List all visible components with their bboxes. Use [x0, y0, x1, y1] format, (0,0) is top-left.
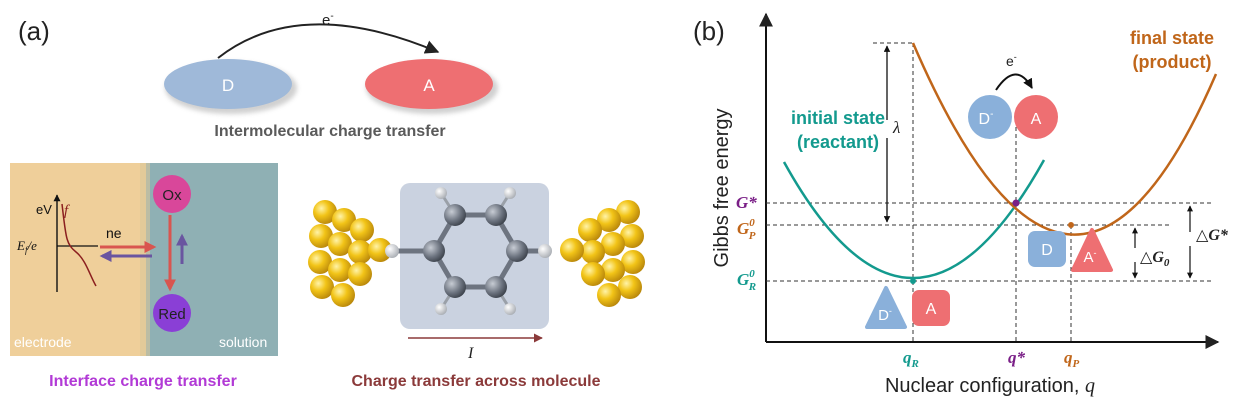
molecule-caption: Charge transfer across molecule [352, 373, 601, 390]
x-axis-label: Nuclear configuration, q [885, 375, 1095, 397]
top-donor-label: D- [979, 109, 994, 128]
reactant-pair: D- A [865, 286, 950, 329]
gp0-label: G0 P [737, 217, 756, 242]
transition-pair: D- A e- [968, 52, 1058, 139]
electrode-label: electrode [14, 334, 72, 350]
initial-state-label: initial state (reactant) [791, 108, 885, 152]
red-label: Red [158, 306, 186, 323]
delta-g0-label: △G0 [1140, 249, 1170, 269]
product-pair: D A- [1028, 228, 1113, 272]
gr0-label: G0 R [737, 268, 756, 293]
benzene-dithiol-molecule [385, 187, 552, 315]
qr-label: qR [903, 348, 919, 370]
left-donor-label: D- [878, 306, 892, 324]
acceptor-label: A [423, 76, 435, 95]
interface-caption: Interface charge transfer [49, 373, 237, 390]
intermolecular-transfer: D A e- Intermolecular charge transfer [164, 11, 498, 140]
q-star-label: q* [1008, 348, 1026, 367]
product-minimum-point [1068, 222, 1074, 228]
top-acceptor-circle [1014, 95, 1058, 139]
reactant-curve [782, 159, 1046, 280]
lambda-label: λ [892, 118, 900, 137]
product-curve [911, 42, 1218, 236]
ox-label: Ox [162, 187, 182, 204]
g-star-label: G* [736, 193, 757, 212]
red-circle [153, 294, 191, 332]
left-acceptor-label: A [926, 301, 937, 318]
interface-transfer: electrode solution eV Ef/e f ne Ox Red I… [10, 163, 278, 390]
intermolecular-caption: Intermolecular charge transfer [214, 123, 445, 140]
fermi-distribution-curve [61, 203, 97, 287]
ox-circle [153, 175, 191, 213]
electron-transfer-arrow [217, 23, 440, 59]
right-donor-square [1028, 231, 1066, 267]
right-acceptor-label: A- [1083, 248, 1096, 266]
molecular-junction: I Charge transfer across molecule [308, 183, 645, 390]
current-label: I [467, 345, 474, 362]
ev-label: eV [36, 202, 52, 217]
left-gold-cluster [308, 200, 392, 307]
panel-b-label: (b) [693, 16, 725, 46]
right-gold-cluster [560, 200, 645, 307]
f-label: f [64, 203, 70, 219]
guide-lines [766, 42, 1212, 342]
solution-label: solution [219, 334, 267, 350]
molecule-highlight-box [400, 183, 549, 329]
electrode-region [10, 163, 146, 356]
top-electron-arrow [995, 73, 1033, 91]
acceptor-ellipse [365, 59, 493, 109]
delta-gstar-label: △G* [1196, 227, 1229, 244]
right-donor-label: D [1041, 242, 1053, 259]
top-donor-circle [968, 95, 1012, 139]
qp-label: qP [1064, 348, 1080, 370]
reactant-minimum-point [910, 278, 916, 284]
left-acceptor-square [912, 290, 950, 326]
top-acceptor-label: A [1031, 111, 1042, 128]
final-state-label: final state (product) [1130, 28, 1214, 72]
panel-a-label: (a) [18, 16, 50, 46]
y-axis-label: Gibbs free energy [711, 109, 733, 268]
donor-ellipse [164, 59, 292, 109]
right-acceptor-triangle [1071, 228, 1113, 272]
left-donor-triangle [865, 286, 907, 329]
panel-b: (b) Gibbs free energy Nuclear configurat… [693, 12, 1229, 397]
donor-label: D [222, 76, 234, 95]
panel-a: (a) D A e- Intermolecular charge transfe… [10, 11, 645, 390]
ne-label: ne [106, 225, 122, 241]
electron-label: e- [322, 11, 334, 29]
fermi-label: Ef/e [16, 238, 37, 255]
transition-point [1012, 199, 1020, 207]
top-electron-label: e- [1006, 52, 1017, 69]
